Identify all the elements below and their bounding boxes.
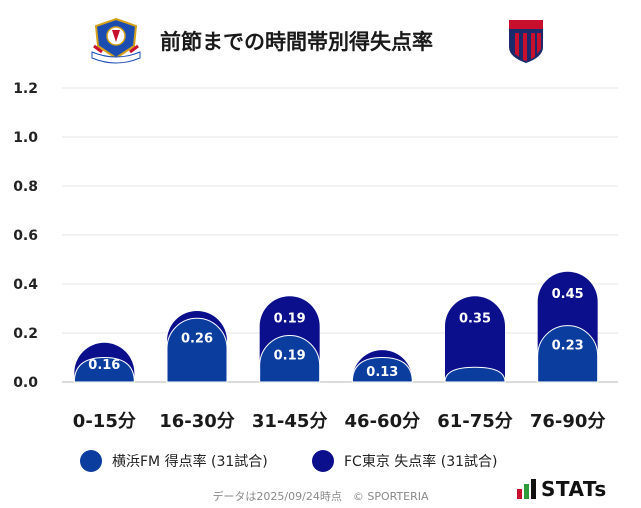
- data-label-fctokyo: 0.35: [459, 311, 491, 326]
- chart-title: 前節までの時間帯別得失点率: [160, 30, 433, 54]
- x-tick-label: 16-30分: [159, 411, 235, 432]
- y-tick-label: 1.2: [13, 81, 38, 97]
- legend-label-fctokyo: FC東京 失点率 (31試合): [344, 454, 498, 470]
- legend-item-yokohama: 横浜FM 得点率 (31試合): [80, 448, 268, 474]
- x-tick-label: 31-45分: [252, 411, 328, 432]
- data-label-fctokyo: 0.13: [366, 365, 398, 380]
- stats-bars-icon: [517, 479, 536, 499]
- data-label-fctokyo: 0.16: [88, 358, 120, 373]
- grid-layer: 0.0 0.2 0.4 0.6 0.8 1.0 1.2: [13, 81, 618, 391]
- bar-yokohama: [259, 335, 321, 383]
- stats-brand-text: STATs: [541, 477, 607, 501]
- bar-yokohama: [166, 317, 228, 383]
- labels-layer: 0.16 0-15分 0.26 16-30分 0.19 0.19 31-45分 0.13 46-…: [73, 287, 606, 432]
- chart-header: 前節までの時間帯別得失点率: [0, 0, 641, 70]
- legend-item-fctokyo: FC東京 失点率 (31試合): [312, 448, 497, 474]
- data-label-yokohama: 0.19: [274, 348, 306, 363]
- x-tick-label: 46-60分: [345, 411, 421, 432]
- bar-yokohama: [351, 356, 413, 383]
- data-label-yokohama: 0.23: [552, 339, 584, 354]
- bar-fctokyo: [445, 296, 505, 382]
- x-tick-label: 76-90分: [530, 411, 606, 432]
- y-tick-label: 0.0: [13, 375, 38, 391]
- legend-label-yokohama: 横浜FM 得点率 (31試合): [112, 454, 268, 470]
- bar-yokohama: [444, 366, 506, 383]
- legend-swatch-yokohama: [80, 450, 102, 472]
- chart-legend: 横浜FM 得点率 (31試合) FC東京 失点率 (31試合): [0, 448, 641, 474]
- bars-layer: [73, 271, 599, 383]
- stats-brand: STATs: [517, 477, 607, 501]
- legend-swatch-fctokyo: [312, 450, 334, 472]
- data-label-fctokyo: 0.19: [274, 311, 306, 326]
- y-tick-label: 0.4: [13, 277, 38, 293]
- fc-tokyo-emblem: [506, 17, 546, 65]
- y-tick-label: 1.0: [13, 130, 38, 146]
- x-tick-label: 0-15分: [73, 411, 136, 432]
- data-source-note: データは2025/09/24時点 © SPORTERIA: [212, 490, 429, 503]
- bar-yokohama: [73, 356, 135, 383]
- data-label-fctokyo: 0.45: [552, 287, 584, 302]
- x-tick-label: 61-75分: [437, 411, 513, 432]
- data-label-yokohama: 0.26: [181, 331, 213, 346]
- y-tick-label: 0.8: [13, 179, 38, 195]
- bar-chart: 0.0 0.2 0.4 0.6 0.8 1.0 1.2 0.16 0-15分 0.26 16-30…: [13, 81, 618, 432]
- bar-yokohama: [537, 325, 599, 383]
- y-tick-label: 0.6: [13, 228, 38, 244]
- yokohama-fm-emblem: [88, 16, 144, 66]
- y-tick-label: 0.2: [13, 326, 38, 342]
